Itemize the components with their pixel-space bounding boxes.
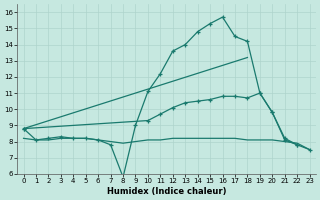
X-axis label: Humidex (Indice chaleur): Humidex (Indice chaleur) [107,187,226,196]
